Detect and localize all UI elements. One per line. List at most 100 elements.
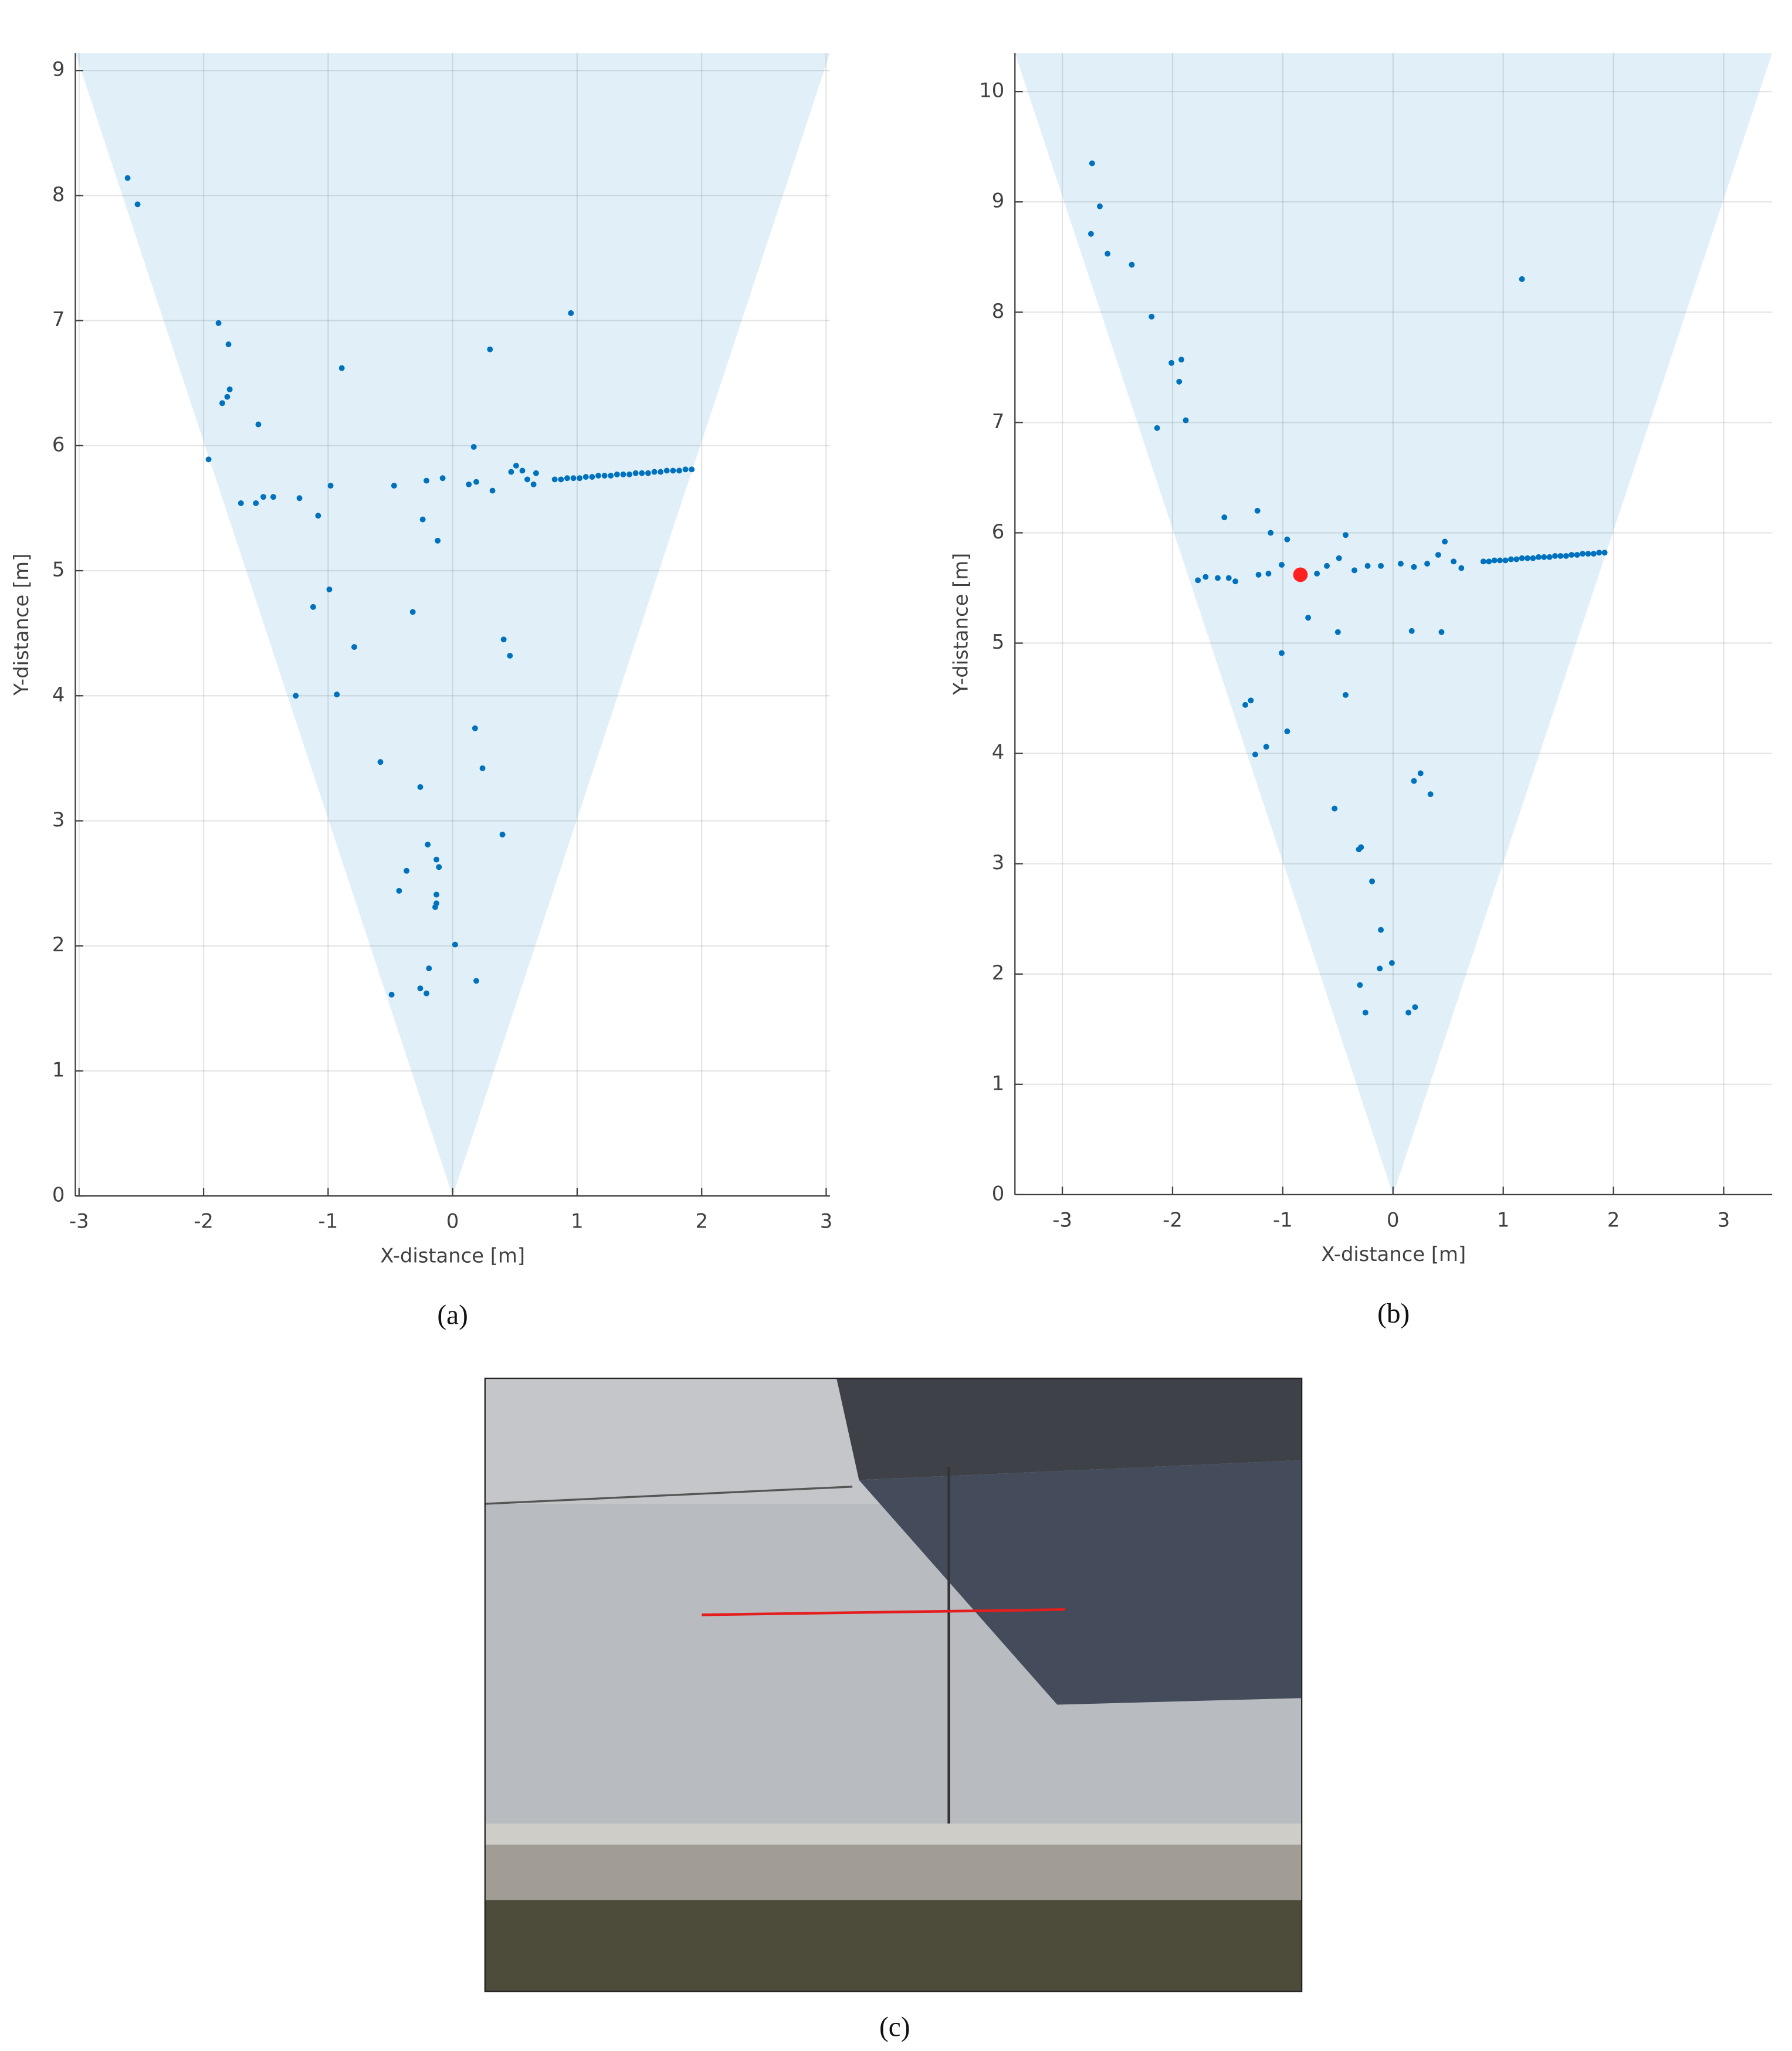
data-point	[632, 470, 639, 476]
data-point	[1268, 530, 1274, 536]
data-point	[1486, 558, 1492, 565]
y-tick-label: 0	[992, 1182, 1005, 1205]
x-tick-label: 1	[1497, 1208, 1510, 1231]
data-point	[439, 475, 446, 482]
data-point	[1397, 561, 1404, 567]
data-point	[508, 469, 514, 475]
data-point	[1279, 650, 1285, 656]
data-point	[1254, 507, 1261, 514]
data-point	[134, 201, 141, 208]
data-point	[1601, 550, 1608, 556]
data-point	[388, 991, 395, 998]
data-point	[1362, 1009, 1368, 1016]
data-point	[296, 495, 303, 501]
data-point	[558, 476, 564, 483]
data-point	[1129, 262, 1135, 268]
data-point	[1388, 960, 1395, 966]
x-tick-label: 2	[1607, 1208, 1620, 1231]
y-tick-label: 4	[52, 683, 65, 706]
data-point	[238, 500, 244, 506]
data-point	[1332, 805, 1338, 812]
data-point	[404, 867, 410, 874]
data-point	[1491, 557, 1498, 564]
data-point	[1508, 556, 1514, 562]
data-point	[682, 466, 689, 473]
data-point	[601, 473, 608, 479]
data-point	[1088, 230, 1094, 237]
data-point	[489, 487, 496, 494]
data-point	[1427, 791, 1434, 798]
data-point	[1248, 697, 1254, 704]
data-point	[1265, 571, 1272, 577]
data-point	[424, 477, 430, 484]
data-point	[433, 856, 439, 863]
data-point	[1225, 575, 1232, 581]
data-point	[253, 500, 259, 506]
data-point	[1336, 555, 1342, 561]
photo-frame	[484, 1377, 1303, 1992]
y-tick-label: 1	[52, 1058, 65, 1081]
data-point	[1451, 558, 1457, 565]
data-point	[293, 693, 299, 699]
data-point	[351, 644, 357, 650]
data-point	[639, 470, 645, 476]
data-point	[670, 467, 676, 474]
data-point	[225, 341, 232, 348]
x-tick-label: 2	[695, 1210, 708, 1233]
data-point	[651, 469, 658, 475]
data-point	[1442, 538, 1448, 545]
y-tick-label: 3	[52, 808, 65, 831]
x-tick-label: -2	[1163, 1208, 1183, 1231]
field-of-view	[75, 53, 830, 1196]
x-axis-label: X-distance [m]	[1321, 1243, 1466, 1266]
data-point	[473, 479, 479, 485]
y-axis-label: Y-distance [m]	[950, 553, 973, 696]
data-point	[570, 475, 577, 482]
data-point	[595, 473, 601, 479]
data-point	[1255, 571, 1262, 578]
data-point	[1293, 567, 1308, 582]
data-point	[1364, 562, 1371, 569]
data-point	[1480, 558, 1486, 565]
x-tick-label: 3	[1718, 1208, 1730, 1231]
data-point	[1215, 575, 1221, 581]
data-point	[1089, 160, 1095, 167]
data-point	[1343, 691, 1349, 698]
data-point	[1263, 744, 1269, 750]
data-point	[1357, 982, 1363, 988]
x-axis-label: X-distance [m]	[380, 1244, 525, 1267]
data-point	[1105, 250, 1111, 257]
data-point	[676, 467, 682, 474]
x-tick-label: -3	[69, 1210, 89, 1233]
data-point	[1435, 552, 1441, 558]
data-point	[658, 469, 664, 475]
cobblestones	[485, 1845, 1302, 1900]
data-point	[645, 470, 651, 476]
data-point	[1590, 551, 1597, 557]
caption: (b)	[1377, 1299, 1410, 1329]
base-strip	[485, 1823, 1302, 1845]
data-point	[1438, 629, 1445, 635]
data-point	[1378, 927, 1384, 933]
data-point	[1525, 555, 1531, 561]
chart: -3 -2 -1 0 1 2 3 0 1 2 3 4 5 6 7 8 9 X-distance [m] Y-dist…	[10, 53, 832, 1330]
data-point	[626, 471, 633, 477]
data-point	[1502, 557, 1509, 564]
data-point	[327, 483, 334, 489]
y-tick-label: 9	[992, 189, 1005, 212]
data-point	[519, 467, 526, 474]
data-point	[425, 842, 431, 847]
y-tick-label: 10	[979, 79, 1004, 102]
data-point	[334, 691, 340, 698]
data-point	[1351, 567, 1357, 574]
data-point	[500, 636, 507, 643]
data-point	[435, 537, 441, 544]
data-point	[470, 444, 477, 450]
y-tick-label: 2	[992, 961, 1005, 984]
data-point	[1178, 357, 1184, 363]
panel-seam	[485, 1486, 853, 1505]
data-point	[433, 891, 439, 898]
data-point	[1305, 615, 1312, 621]
data-point	[326, 587, 333, 592]
